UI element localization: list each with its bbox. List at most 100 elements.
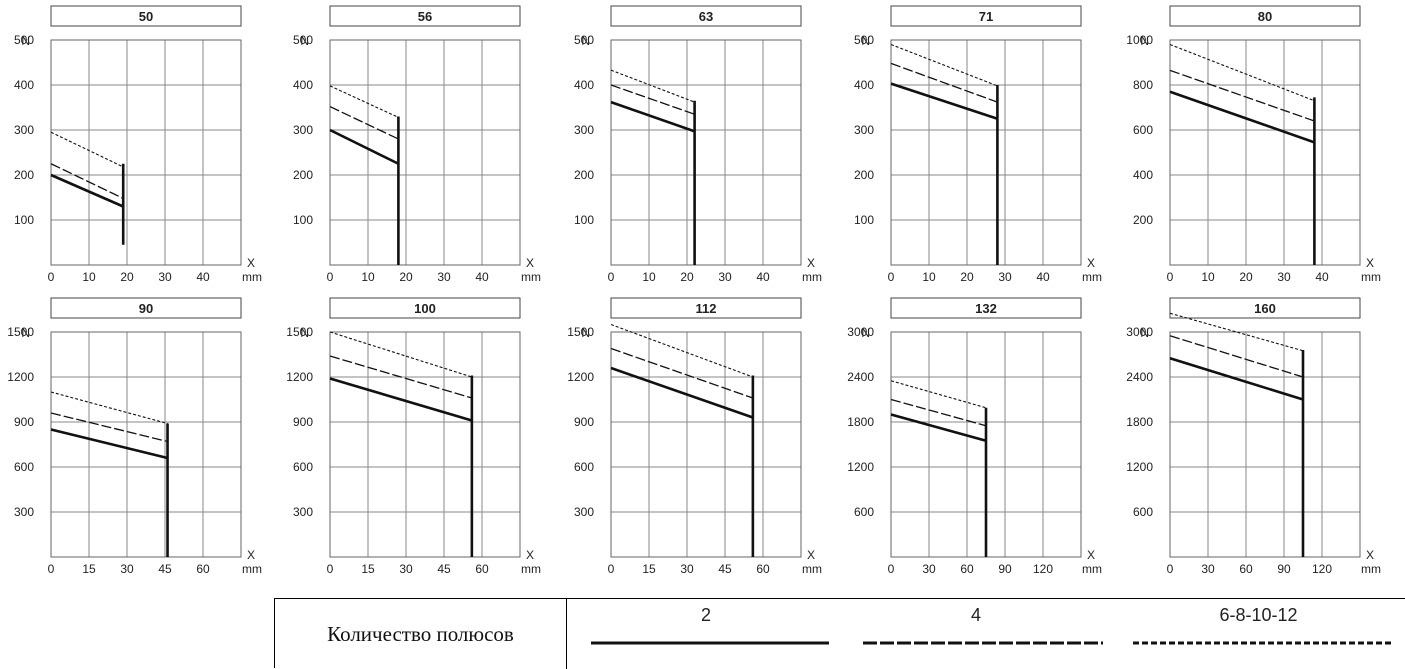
y-tick-label: 1000 — [1126, 33, 1153, 47]
y-tick-label: 800 — [1133, 78, 1153, 92]
chart-title: 90 — [139, 301, 153, 316]
series-line-4 — [890, 62, 998, 103]
chart-title-box — [890, 5, 1082, 27]
y-axis-label: N — [861, 326, 870, 340]
y-tick-label: 1800 — [1126, 415, 1153, 429]
x-tick-label: 60 — [196, 562, 210, 576]
y-axis-label: N — [861, 34, 870, 48]
chart-title: 160 — [1254, 301, 1276, 316]
x-tick-label: 30 — [1277, 270, 1291, 284]
x-axis-label: X — [247, 548, 255, 562]
x-tick-label: 0 — [48, 562, 55, 576]
y-tick-label: 300 — [293, 123, 313, 137]
chart-title-box — [1169, 297, 1361, 319]
x-tick-label: 40 — [756, 270, 770, 284]
y-tick-label: 900 — [293, 415, 313, 429]
legend-item-name: 4 — [970, 605, 981, 625]
x-tick-label: 10 — [82, 270, 96, 284]
series-line-6-8-10-12 — [329, 331, 473, 378]
x-tick-label: 20 — [680, 270, 694, 284]
x-axis-label: X — [1087, 548, 1095, 562]
y-tick-label: 200 — [1133, 213, 1153, 227]
y-tick-label: 200 — [14, 168, 34, 182]
x-tick-label: 20 — [399, 270, 413, 284]
plot-frame — [50, 331, 242, 558]
y-tick-label: 500 — [14, 33, 34, 47]
x-tick-label: 45 — [718, 562, 732, 576]
x-tick-label: 0 — [48, 270, 55, 284]
y-tick-label: 1200 — [567, 370, 594, 384]
x-axis-label: X — [807, 548, 815, 562]
x-tick-label: 30 — [998, 270, 1012, 284]
x-tick-label: 120 — [1312, 562, 1332, 576]
x-axis-unit: mm — [1361, 562, 1381, 576]
y-tick-label: 600 — [854, 505, 874, 519]
x-tick-label: 20 — [960, 270, 974, 284]
plot-frame — [329, 39, 521, 266]
x-tick-label: 15 — [361, 562, 375, 576]
x-tick-label: 10 — [922, 270, 936, 284]
plot-frame — [50, 39, 242, 266]
x-axis-unit: mm — [242, 270, 262, 284]
x-axis-unit: mm — [1361, 270, 1381, 284]
series-line-2 — [890, 82, 998, 120]
series-line-4 — [1169, 335, 1304, 378]
series-line-2 — [329, 377, 473, 422]
plot-frame — [610, 39, 802, 266]
x-tick-label: 40 — [475, 270, 489, 284]
y-tick-label: 900 — [574, 415, 594, 429]
legend-swatch-solid — [591, 641, 829, 645]
y-tick-label: 300 — [574, 123, 594, 137]
y-axis-label: N — [300, 326, 309, 340]
series-line-6-8-10-12 — [1169, 43, 1315, 102]
x-tick-label: 45 — [437, 562, 451, 576]
plot-frame — [610, 331, 802, 558]
y-tick-label: 600 — [14, 460, 34, 474]
chart-title-box — [610, 5, 802, 27]
y-tick-label: 400 — [854, 78, 874, 92]
series-line-2 — [890, 413, 987, 443]
x-tick-label: 10 — [1201, 270, 1215, 284]
y-tick-label: 400 — [293, 78, 313, 92]
x-tick-label: 60 — [475, 562, 489, 576]
legend-table: Количество полюсов 2 4 6-8-10-12 — [274, 598, 1405, 669]
chart-title-box — [329, 5, 521, 27]
y-tick-label: 600 — [1133, 505, 1153, 519]
x-tick-label: 40 — [1315, 270, 1329, 284]
plot-frame — [890, 39, 1082, 266]
y-tick-label: 3000 — [847, 325, 874, 339]
series-line-4 — [610, 347, 754, 399]
x-tick-label: 0 — [1167, 270, 1174, 284]
y-axis-label: N — [1140, 326, 1149, 340]
x-tick-label: 60 — [960, 562, 974, 576]
chart-title-box — [50, 297, 242, 319]
series-line-6-8-10-12 — [610, 69, 695, 103]
plot-frame — [1169, 39, 1361, 266]
x-tick-label: 0 — [888, 270, 895, 284]
x-axis-unit: mm — [1082, 270, 1102, 284]
x-tick-label: 30 — [1201, 562, 1215, 576]
legend-swatch-dashed — [863, 641, 1103, 645]
y-tick-label: 200 — [293, 168, 313, 182]
x-tick-label: 20 — [120, 270, 134, 284]
y-tick-label: 200 — [574, 168, 594, 182]
series-line-6-8-10-12 — [890, 43, 998, 87]
x-tick-label: 60 — [756, 562, 770, 576]
chart-title-box — [1169, 5, 1361, 27]
y-tick-label: 300 — [854, 123, 874, 137]
x-tick-label: 120 — [1033, 562, 1053, 576]
legend-item-4: 4 — [841, 599, 1111, 669]
y-tick-label: 100 — [14, 213, 34, 227]
y-tick-label: 2400 — [1126, 370, 1153, 384]
series-line-2 — [1169, 357, 1304, 401]
x-tick-label: 0 — [327, 562, 334, 576]
chart-title: 112 — [696, 301, 717, 316]
x-tick-label: 40 — [196, 270, 210, 284]
y-tick-label: 300 — [14, 123, 34, 137]
x-tick-label: 90 — [998, 562, 1012, 576]
chart-title-box — [890, 297, 1082, 319]
y-tick-label: 300 — [293, 505, 313, 519]
y-tick-label: 400 — [14, 78, 34, 92]
legend-item-name: 6-8-10-12 — [1219, 605, 1298, 625]
